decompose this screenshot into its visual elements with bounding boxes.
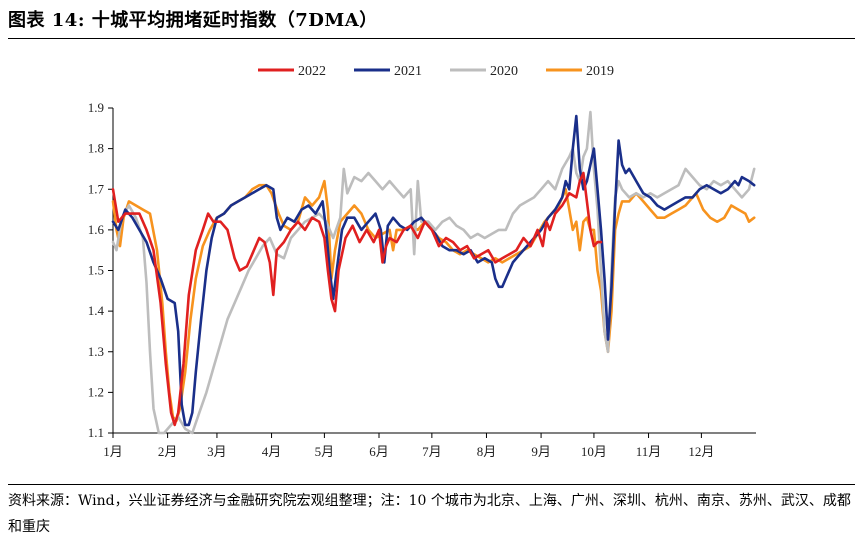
line-chart: 2022 2021 2020 2019 1.11.21.31.41.51.61.71.… xyxy=(88,64,756,459)
axes: 1.1 1.2 1.3 1.4 1.5 1.6 1.7 1.8 1.9 1月 2月 3月 4月 5月 6月 7… xyxy=(88,100,756,459)
y-tick-label: 1.5 xyxy=(88,263,104,278)
series-line-2022 xyxy=(111,171,603,427)
x-tick-label: 8月 xyxy=(477,444,497,459)
legend: 2022 2021 2020 2019 xyxy=(258,64,614,79)
y-tick-label: 1.8 xyxy=(88,141,104,156)
x-tick-label: 10月 xyxy=(581,444,607,459)
title-rule xyxy=(8,38,855,39)
y-tick-label: 1.9 xyxy=(88,100,104,115)
series-lines xyxy=(111,110,756,435)
legend-label-2020: 2020 xyxy=(490,64,518,79)
source-note: 资料来源：Wind，兴业证券经济与金融研究院宏观组整理；注：10 个城市为北京、… xyxy=(8,493,851,535)
figure-title: 图表 14: 十城平均拥堵延时指数（7DMA） xyxy=(8,10,378,31)
y-tick-label: 1.4 xyxy=(88,303,105,318)
y-tick-label: 1.1 xyxy=(88,425,104,440)
y-tick-label: 1.2 xyxy=(88,384,104,399)
x-tick-label: 4月 xyxy=(262,444,282,459)
x-tick-label: 12月 xyxy=(688,444,714,459)
y-tick-label: 1.6 xyxy=(88,222,105,237)
x-tick-label: 2月 xyxy=(158,444,178,459)
y-tick-label: 1.3 xyxy=(88,344,104,359)
legend-label-2022: 2022 xyxy=(298,64,326,79)
y-tick-label: 1.7 xyxy=(88,181,105,196)
series-line-2020 xyxy=(111,110,756,435)
legend-label-2021: 2021 xyxy=(394,64,422,79)
x-tick-label: 9月 xyxy=(531,444,551,459)
x-tick-label: 6月 xyxy=(369,444,389,459)
x-tick-label: 11月 xyxy=(636,444,662,459)
x-tick-label: 3月 xyxy=(207,444,227,459)
x-tick-label: 7月 xyxy=(422,444,442,459)
legend-label-2019: 2019 xyxy=(586,64,614,79)
x-tick-label: 5月 xyxy=(315,444,335,459)
source-rule xyxy=(8,484,855,485)
x-tick-label: 1月 xyxy=(103,444,123,459)
